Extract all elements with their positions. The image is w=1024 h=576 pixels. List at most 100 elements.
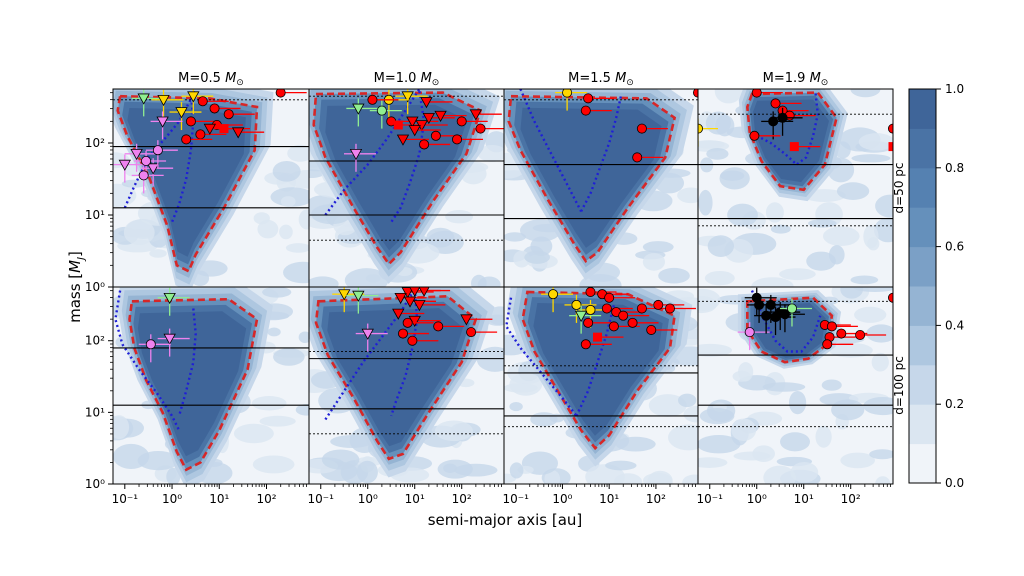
data-point-circle	[585, 304, 596, 315]
data-point-circle	[770, 98, 781, 109]
data-point-circle	[888, 292, 893, 303]
background-blob	[831, 399, 865, 421]
column-title-subscript: ⊙	[626, 78, 634, 88]
background-blob	[149, 249, 167, 258]
data-point-triangle	[118, 159, 131, 171]
background-blob	[808, 219, 837, 228]
y-axis-label-subscript: J	[76, 257, 87, 262]
column-title-symbol: M	[421, 71, 432, 86]
panel-grid	[112, 88, 894, 485]
x-tick-label: 10⁻¹	[502, 492, 529, 506]
background-blob	[875, 476, 891, 484]
data-point-circle	[475, 123, 486, 134]
x-axis-label: semi-major axis [au]	[428, 511, 583, 529]
background-blob	[871, 352, 889, 372]
density-level	[327, 308, 464, 447]
x-axis: 10⁻¹ 10⁰ 10¹ 10² 10⁻¹ 10⁰ 10¹ 10² 10⁻¹ 10⁰ 10¹ 10² 1…	[112, 484, 891, 506]
column-title-prefix: M=1.9	[763, 71, 810, 86]
x-tick-label: 10²	[841, 492, 861, 506]
panel-0-1	[308, 88, 505, 288]
background-blob	[434, 420, 473, 442]
data-point-circle	[636, 303, 647, 314]
data-point-triangle	[352, 103, 365, 115]
background-blob	[509, 372, 543, 396]
data-point-circle	[888, 123, 893, 134]
data-point-square	[592, 332, 602, 342]
data-point-triangle	[163, 292, 176, 305]
x-tick-label: 10⁻¹	[112, 492, 139, 506]
colorbar-tick-label: 0.2	[945, 397, 964, 411]
colorbar-band	[909, 325, 936, 366]
contour-blue-dotted	[177, 308, 197, 417]
column-title-prefix: M=0.5	[178, 71, 225, 86]
background-blob	[445, 210, 474, 224]
data-point-triangle	[361, 328, 374, 340]
data-point-circle	[197, 96, 208, 107]
contour-blue-dotted	[390, 91, 426, 223]
background-blob	[698, 343, 733, 357]
y-axis: 10⁰ 10¹ 10² 10⁰ 10¹ 10²	[85, 92, 113, 491]
background-blob	[272, 160, 301, 182]
background-blob	[643, 472, 673, 484]
contour-red-dashed	[745, 296, 834, 364]
data-point-circle	[664, 303, 675, 314]
data-point-triangle	[137, 93, 150, 105]
data-point-circle	[749, 130, 760, 141]
data-point-circle	[822, 339, 833, 350]
panel-1-2	[503, 286, 699, 485]
data-point-circle	[195, 129, 206, 140]
data-point-circle	[145, 339, 156, 350]
background-blob	[477, 276, 501, 287]
colorbar-band	[909, 167, 936, 208]
background-blob	[605, 460, 637, 471]
y-tick-label: 10⁰	[85, 477, 105, 491]
data-point-triangle	[403, 296, 417, 308]
background-blob	[287, 144, 309, 162]
data-point-circle	[751, 89, 762, 98]
x-tick-label: 10⁰	[747, 492, 767, 506]
background-blob	[770, 224, 791, 234]
colorbar-band	[909, 364, 936, 405]
y-tick-label: 10⁰	[85, 280, 105, 294]
x-tick-label: 10²	[646, 492, 666, 506]
background-blob	[509, 401, 523, 412]
contour-blue-dotted	[324, 89, 421, 216]
x-tick-label: 10¹	[599, 492, 619, 506]
data-point-square	[393, 120, 403, 130]
colorbar-band	[909, 286, 936, 326]
data-point-triangle	[422, 113, 435, 125]
background-blob	[658, 267, 690, 284]
data-point-circle	[583, 93, 594, 104]
background-blob	[853, 287, 893, 292]
background-blob	[356, 460, 378, 484]
background-blob	[252, 455, 295, 474]
y-axis-label: mass [MJ]	[66, 251, 87, 323]
column-title-symbol: M	[810, 71, 821, 86]
background-blob	[113, 183, 137, 207]
background-blob	[309, 276, 339, 287]
data-point-circle	[402, 317, 413, 328]
background-blob	[668, 424, 698, 451]
background-blob	[707, 235, 735, 257]
background-blob	[273, 348, 305, 366]
background-blob	[706, 147, 729, 160]
data-point-circle	[744, 327, 755, 338]
data-point-circle	[456, 116, 467, 127]
data-point-circle	[466, 327, 477, 338]
data-point-circle	[585, 287, 596, 298]
colorbar-tick-label: 1.0	[945, 82, 964, 96]
y-tick-label: 10²	[85, 136, 105, 150]
data-point-circle	[765, 299, 776, 310]
data-point-circle	[636, 123, 647, 134]
background-blob	[875, 194, 893, 218]
column-title-symbol: M	[615, 71, 626, 86]
background-blob	[283, 261, 309, 284]
data-point-triangle	[469, 109, 482, 121]
colorbar-band	[909, 443, 936, 484]
data-point-triangle	[163, 333, 176, 345]
colorbar-tick-label: 0.8	[945, 161, 964, 175]
background-blob	[850, 275, 879, 285]
data-point-circle	[836, 328, 847, 339]
data-point-circle	[548, 289, 559, 300]
background-blob	[648, 394, 687, 417]
